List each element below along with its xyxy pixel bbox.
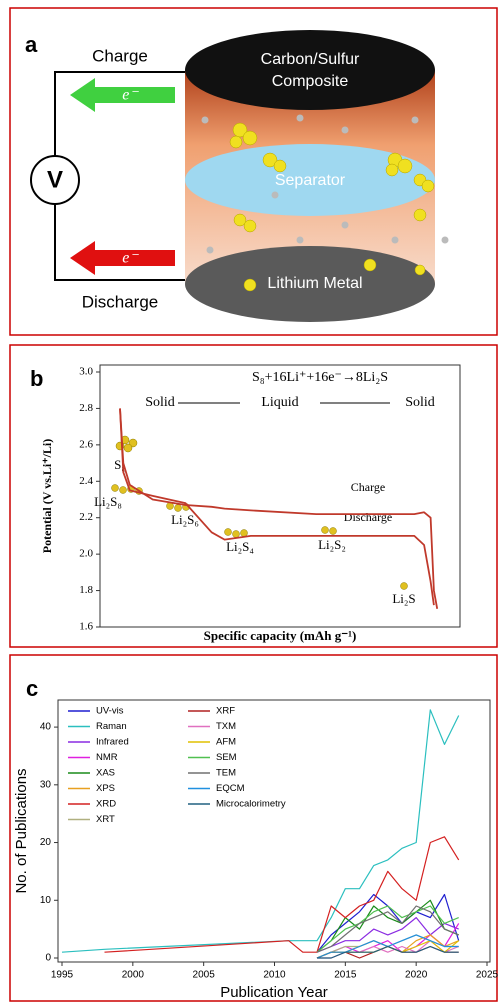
electron-label: e⁻ [122,250,139,267]
separator-label: Separator [275,172,346,189]
y-tick-label: 0 [45,953,51,964]
x-tick-label: 1995 [51,970,74,981]
y-tick-label: 2.2 [79,511,93,523]
y-tick-label: 2.0 [79,548,93,560]
panel-letter: b [30,366,43,391]
legend-label: UV-vis [96,706,124,717]
x-tick-label: 2020 [405,970,428,981]
cathode-label: Carbon/Sulfur [261,51,360,68]
y-tick-label: 40 [40,722,52,733]
species-label: Li₂S₂ [318,537,346,552]
voltmeter-label: V [47,166,63,193]
legend-label: AFM [216,737,236,748]
electron-arrow [70,78,175,112]
phase-label: Solid [145,395,175,410]
electron-label: e⁻ [122,87,139,104]
x-tick-label: 2015 [334,970,357,981]
species-label: Li₂S₆ [171,512,199,527]
legend-label: XRF [216,706,235,717]
curve-label: Charge [351,480,385,494]
cathode-label: Composite [272,73,349,90]
panel-frame [9,654,498,1002]
legend-label: XPS [96,783,115,794]
polysulfide-particles [229,122,435,292]
separator [185,144,435,216]
anode-label: Lithium Metal [267,275,362,292]
y-tick-label: 2.6 [79,438,93,450]
legend-label: XRT [96,814,115,825]
discharge-label: Discharge [82,292,159,311]
legend-label: TEM [216,768,236,779]
legend-label: TXM [216,721,236,732]
plot-frame [99,364,461,628]
x-axis-label: Publication Year [220,984,328,1001]
series-line [119,408,435,606]
x-tick-label: 2025 [476,970,499,981]
y-tick-label: 2.4 [79,475,93,487]
series-line [317,945,459,959]
phase-label: Solid [405,395,435,410]
y-axis-label: Potential (V vs.Li⁺/Li) [40,439,54,553]
x-tick-label: 2010 [263,970,286,981]
species-label: Li₂S₄ [226,539,254,554]
voltmeter [30,155,80,205]
series-line [316,899,459,953]
series-line [316,905,459,953]
y-tick-label: 10 [40,895,52,906]
species-label: S₈ [114,457,126,472]
series-line [119,408,439,609]
equation: S₈+16Li⁺+16e⁻→8Li₂S [252,370,388,385]
y-tick-label: 2.8 [79,402,93,414]
charge-label: Charge [92,46,148,65]
legend-label: XAS [96,768,115,779]
y-tick-label: 1.6 [79,621,93,633]
legend-label: SEM [216,752,237,763]
electron-arrow [70,241,175,275]
y-tick-label: 20 [40,837,52,848]
panel-letter: c [26,676,38,701]
species-label: Li₂S [392,591,415,606]
y-axis-label: No. of Publications [13,768,30,893]
legend-label: Microcalorimetry [216,799,286,810]
curve-label: Discharge [344,510,392,524]
legend-label: Infrared [96,737,129,748]
lithium-ions [201,114,449,254]
legend-label: XRD [96,799,116,810]
y-tick-label: 3.0 [79,366,93,378]
y-tick-label: 30 [40,779,52,790]
y-tick-label: 1.8 [79,584,93,596]
series-line [316,917,459,953]
panel-letter: a [25,32,38,57]
x-tick-label: 2005 [193,970,216,981]
cathode [185,30,435,110]
panel-frame [9,344,498,648]
legend-label: NMR [96,752,118,763]
x-axis-label: Specific capacity (mAh g⁻¹) [204,628,357,643]
series-line [104,836,460,953]
species-label: Li₂S₈ [94,494,122,509]
x-tick-label: 2000 [122,970,145,981]
phase-label: Liquid [261,395,298,410]
legend-label: Raman [96,721,127,732]
legend-label: EQCM [216,783,245,794]
series-line [61,709,460,953]
panel-frame [9,7,498,336]
series-line [316,905,459,953]
